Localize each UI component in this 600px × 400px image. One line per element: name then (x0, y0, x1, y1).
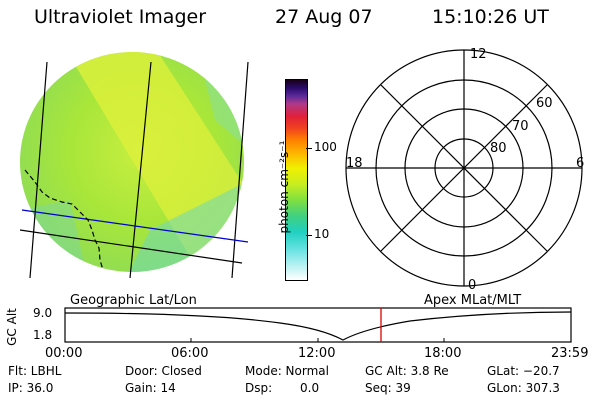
polar-lat-60: 60 (536, 96, 553, 111)
status-dsp-label: Dsp: (245, 381, 273, 395)
status-flt: Flt: LBHL (8, 364, 62, 378)
strip-xtick-3: 18:00 (424, 346, 462, 361)
strip-xtick-1: 06:00 (171, 346, 209, 361)
colorbar-label-100: 100 (314, 140, 337, 154)
strip-ytick-bottom: 1.8 (33, 328, 53, 342)
status-glon: GLon: 307.3 (487, 381, 560, 395)
polar-label-18: 18 (346, 156, 363, 171)
polar-lat-80: 80 (490, 141, 507, 156)
coastline (24, 169, 104, 271)
strip-xtick-4: 23:59 (551, 346, 589, 361)
status-mode: Mode: Normal (245, 364, 329, 378)
strip-right-title: Apex MLat/MLT (424, 293, 522, 308)
strip-xtick-0: 00:00 (45, 346, 83, 361)
polar-label-0: 0 (468, 278, 477, 293)
colorbar-tick-10 (306, 235, 312, 236)
geo-grid-lines (19, 61, 249, 279)
colorbar-label-10: 10 (314, 227, 330, 241)
strip-xtick-2: 12:00 (298, 346, 336, 361)
earth-disk (20, 52, 244, 272)
polar-label-12: 12 (470, 47, 487, 62)
strip-ylabel: GC Alt (5, 308, 19, 346)
status-gc-alt: GC Alt: 3.8 Re (365, 364, 449, 378)
status-ip: IP: 36.0 (8, 381, 54, 395)
status-seq: Seq: 39 (365, 381, 411, 395)
strip-left-title: Geographic Lat/Lon (70, 293, 197, 308)
uv-image-panel (19, 52, 249, 279)
status-dsp-value: 0.0 (300, 381, 320, 395)
colorbar (285, 79, 308, 281)
altitude-strip-chart (64, 307, 572, 343)
date-label: 27 Aug 07 (275, 6, 373, 28)
instrument-title: Ultraviolet Imager (34, 6, 207, 28)
status-gain: Gain: 14 (125, 381, 176, 395)
status-door: Door: Closed (125, 364, 202, 378)
colorbar-unit-label: photon cm⁻²s⁻¹ (277, 140, 291, 234)
polar-diagonal-2 (380, 84, 548, 252)
colorbar-tick-100 (306, 148, 312, 149)
polar-lat-70: 70 (512, 119, 529, 134)
status-glat: GLat: −20.7 (487, 364, 560, 378)
polar-plot (345, 49, 583, 287)
strip-ytick-top: 9.0 (33, 306, 53, 320)
altitude-curve (64, 311, 572, 341)
magnetic-grid-line (21, 209, 249, 243)
time-label: 15:10:26 UT (432, 6, 549, 28)
polar-label-6: 6 (576, 156, 585, 171)
